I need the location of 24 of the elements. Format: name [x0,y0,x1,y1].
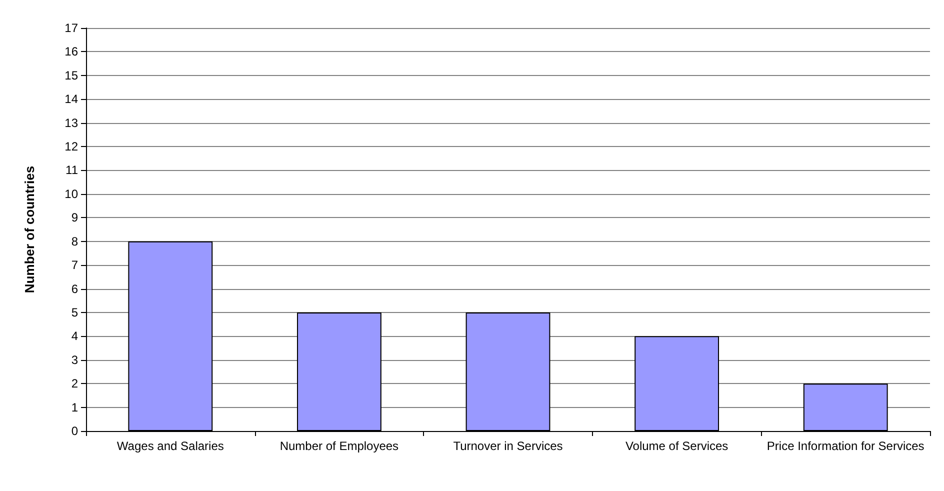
y-tick-label: 13 [64,116,78,130]
y-tick-label: 17 [64,21,78,35]
y-tick-label: 12 [64,140,78,154]
y-tick-label: 0 [71,424,78,438]
y-tick-label: 9 [71,210,78,225]
y-tick-label: 7 [71,258,78,272]
y-tick-label: 2 [71,376,78,391]
x-tick-label: Turnover in Services [453,439,563,453]
y-tick-label: 15 [64,68,78,82]
y-tick-label: 10 [64,186,78,201]
y-tick-label: 8 [71,234,78,248]
y-tick-label: 11 [66,163,78,178]
y-tick-label: 14 [64,92,78,106]
x-tick-label: Volume of Services [625,439,728,453]
y-tick-label: 6 [71,282,78,296]
y-tick-label: 4 [71,329,78,344]
x-tick-label: Wages and Salaries [116,439,224,453]
y-axis-title: Number of countries [22,166,37,294]
x-tick-label: Price Information for Services [766,439,924,453]
y-tick-label: 5 [71,305,78,320]
y-tick-label: 3 [71,352,78,367]
y-tick-label: 1 [71,400,78,414]
y-tick-label: 16 [64,44,78,59]
x-tick-label: Number of Employees [280,439,399,453]
